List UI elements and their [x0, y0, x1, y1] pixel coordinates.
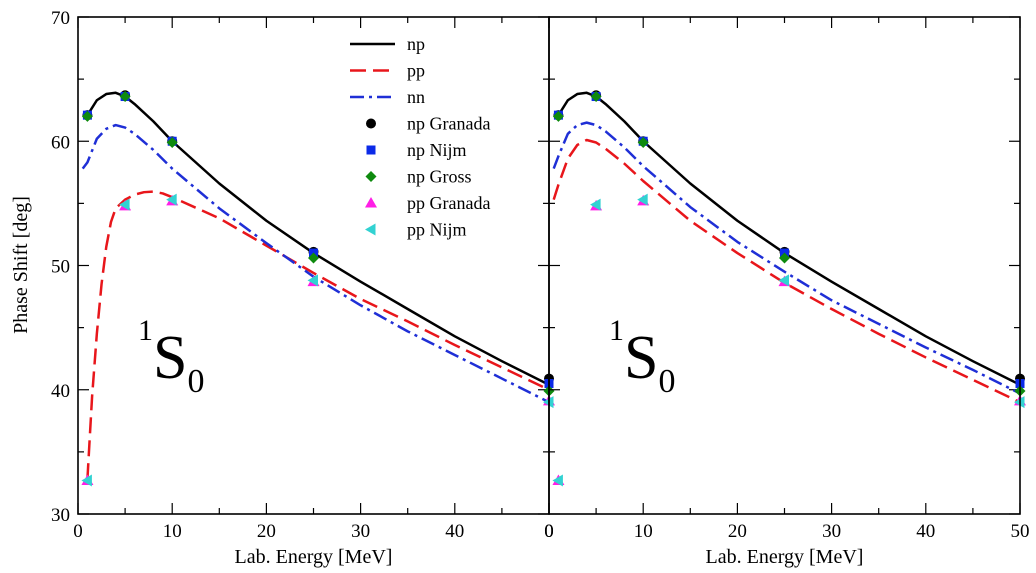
legend-label: np Nijm	[407, 140, 467, 160]
legend-item: nn	[350, 87, 425, 107]
data-point	[590, 198, 601, 211]
legend-marker	[366, 145, 376, 155]
x-tick-label: 30	[351, 521, 370, 542]
chart-legend: np pp nn np Granada np Nijm np Gross pp Granad…	[350, 34, 490, 240]
plot-frame	[548, 16, 1021, 515]
state-label-sub: 0	[187, 363, 204, 400]
y-tick-label: 70	[51, 8, 70, 29]
data-point	[637, 193, 648, 206]
data-point	[307, 274, 318, 287]
y-tick-label: 30	[51, 505, 70, 526]
data-point	[552, 474, 563, 487]
x-tick-label: 0	[73, 521, 83, 542]
legend-marker	[365, 171, 377, 182]
state-label-main: S	[624, 324, 658, 392]
legend-label: nn	[407, 87, 425, 107]
series-points-np-Gross	[81, 91, 555, 397]
legend-marker	[365, 197, 377, 208]
data-point	[81, 474, 92, 487]
x-tick-label: 20	[728, 521, 747, 542]
x-axis-title: Lab. Energy [MeV]	[235, 546, 393, 568]
y-tick-label: 60	[51, 132, 70, 153]
data-point	[778, 274, 789, 287]
legend-label: np Gross	[407, 167, 472, 187]
line-series-group	[81, 91, 549, 480]
legend-item: np Gross	[365, 167, 472, 187]
x-tick-label: 10	[163, 521, 182, 542]
series-line-np	[557, 91, 1020, 386]
state-label-1S0: 1S0	[609, 314, 675, 400]
x-tick-label: 40	[916, 521, 935, 542]
legend-label: np	[407, 34, 425, 54]
legend-item: pp	[350, 61, 425, 81]
legend-item: np Granada	[366, 114, 490, 134]
legend-label: pp Granada	[407, 193, 490, 213]
data-point	[119, 198, 130, 211]
x-tick-label: 20	[257, 521, 276, 542]
series-line-pp	[86, 190, 549, 480]
x-axis-title: Lab. Energy [MeV]	[706, 546, 864, 568]
state-label-sup: 1	[609, 314, 624, 347]
series-points-np-Gross	[552, 91, 1026, 397]
data-point	[637, 136, 649, 148]
data-point	[166, 193, 177, 206]
data-point	[308, 252, 319, 264]
legend-item: pp Granada	[365, 193, 490, 213]
y-tick-label: 50	[51, 257, 70, 278]
data-point	[119, 91, 131, 103]
data-point	[552, 110, 564, 122]
legend-marker	[366, 118, 376, 129]
series-line-pp	[552, 138, 1020, 404]
x-tick-label: 30	[822, 521, 841, 542]
data-point	[166, 136, 178, 148]
line-series-group	[552, 91, 1020, 404]
legend-label: pp	[407, 61, 425, 81]
data-point	[81, 110, 93, 122]
state-label-sub: 0	[658, 363, 675, 400]
legend-marker	[365, 223, 376, 236]
y-axis-title: Phase Shift [deg]	[10, 196, 32, 334]
legend-item: np	[350, 34, 425, 54]
series-line-np	[86, 91, 549, 386]
x-tick-label: 40	[445, 521, 464, 542]
x-tick-label: 10	[634, 521, 653, 542]
legend-item: np Nijm	[366, 140, 467, 160]
x-tick-label: 0	[544, 521, 554, 542]
plot-frame	[77, 16, 550, 515]
x-tick-label: 50	[1011, 521, 1030, 542]
state-label-main: S	[153, 324, 187, 392]
legend-label: pp Nijm	[407, 220, 467, 240]
series-line-nn	[81, 123, 549, 404]
legend-item: pp Nijm	[365, 220, 467, 240]
state-label-1S0: 1S0	[138, 314, 204, 400]
x-tick-label: 0	[544, 521, 554, 542]
data-point	[590, 91, 602, 103]
legend-label: np Granada	[407, 114, 490, 134]
data-point	[779, 252, 790, 264]
y-tick-label: 40	[51, 381, 70, 402]
state-label-sup: 1	[138, 314, 153, 347]
series-line-nn	[552, 121, 1020, 395]
